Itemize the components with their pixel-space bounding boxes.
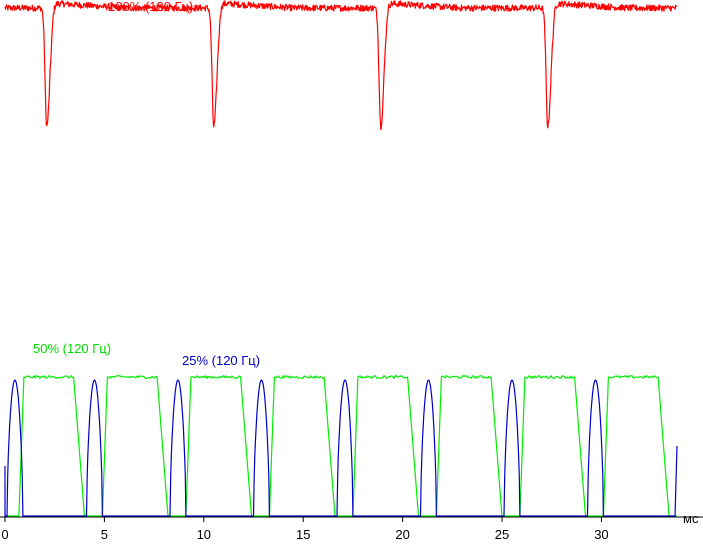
x-axis-ticks: 0 5 10 15 20 25 30 bbox=[1, 517, 609, 542]
x-tick-label: 15 bbox=[296, 527, 310, 542]
x-axis: 0 5 10 15 20 25 30 bbox=[0, 516, 703, 542]
x-tick-label: 30 bbox=[594, 527, 608, 542]
series-line-50 bbox=[5, 375, 677, 517]
x-tick-label: 10 bbox=[197, 527, 211, 542]
x-axis-label: мс bbox=[683, 511, 699, 526]
x-tick-label: 0 bbox=[1, 527, 8, 542]
x-tick-label: 25 bbox=[495, 527, 509, 542]
series-line-25 bbox=[4, 379, 678, 517]
series-label-50: 50% (120 Гц) bbox=[33, 341, 111, 356]
series-line-100 bbox=[4, 0, 678, 131]
traces-group bbox=[4, 0, 678, 517]
series-label-100: 100% (120 Гц) bbox=[108, 0, 193, 14]
x-tick-label: 5 bbox=[101, 527, 108, 542]
series-label-25: 25% (120 Гц) bbox=[182, 353, 260, 368]
x-tick-label: 20 bbox=[395, 527, 409, 542]
